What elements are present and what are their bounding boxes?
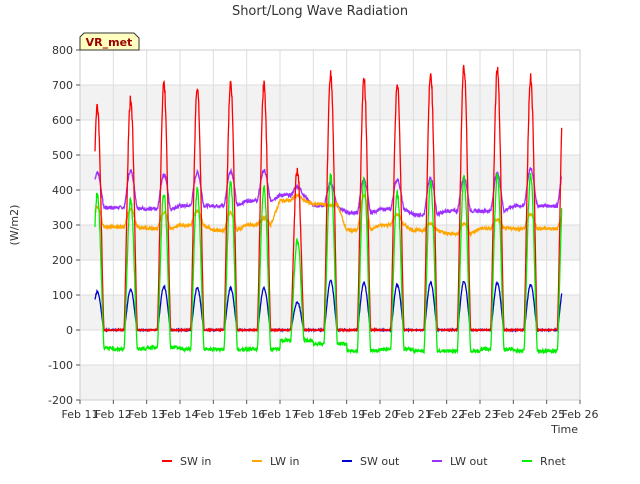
x-tick-label: Feb 19 [328, 408, 365, 421]
x-tick-label: Feb 14 [162, 408, 199, 421]
y-tick-label: 0 [66, 324, 73, 337]
series-line-lw-out [94, 167, 562, 219]
band [80, 225, 580, 260]
y-tick-label: 700 [52, 79, 73, 92]
x-axis-label: Time [550, 423, 578, 436]
y-tick-label: 600 [52, 114, 73, 127]
y-axis-label: (W/m2) [8, 205, 21, 246]
band [80, 295, 580, 330]
series-line-sw-in [94, 64, 563, 334]
y-tick-label: -100 [48, 359, 73, 372]
x-tick-label: Feb 24 [495, 408, 532, 421]
series-line-rnet [94, 173, 563, 355]
y-axis: -200 -100 0 100 200 300 400 500 600 700 800 [48, 44, 80, 407]
station-badge: VR_met [79, 32, 140, 51]
x-tick-label: Feb 17 [262, 408, 299, 421]
x-tick-label: Feb 18 [295, 408, 332, 421]
y-tick-label: 300 [52, 219, 73, 232]
y-tick-label: -200 [48, 394, 73, 407]
legend-label: SW in [180, 455, 211, 468]
band [80, 85, 580, 120]
x-tick-label: Feb 22 [428, 408, 465, 421]
x-tick-label: Feb 15 [195, 408, 232, 421]
chart-title: Short/Long Wave Radiation [232, 4, 408, 19]
x-tick-label: Feb 12 [95, 408, 132, 421]
x-tick-label: Feb 20 [362, 408, 399, 421]
x-tick-label: Feb 25 [528, 408, 565, 421]
legend-label: Rnet [540, 455, 566, 468]
x-tick-label: Feb 23 [462, 408, 499, 421]
station-badge-box [79, 32, 140, 51]
x-tick-label: Feb 21 [395, 408, 432, 421]
station-badge-text: VR_met [86, 36, 133, 49]
y-tick-label: 800 [52, 44, 73, 57]
series-layer [94, 64, 563, 355]
band [80, 365, 580, 400]
y-tick-label: 100 [52, 289, 73, 302]
legend: SW in LW in SW out LW out Rnet [162, 455, 566, 468]
legend-label: LW out [450, 455, 488, 468]
legend-label: LW in [270, 455, 300, 468]
legend-label: SW out [360, 455, 400, 468]
y-tick-label: 500 [52, 149, 73, 162]
x-tick-label: Feb 11 [62, 408, 99, 421]
y-tick-label: 200 [52, 254, 73, 267]
x-tick-label: Feb 26 [562, 408, 599, 421]
x-tick-label: Feb 16 [228, 408, 265, 421]
x-tick-label: Feb 13 [128, 408, 165, 421]
y-tick-label: 400 [52, 184, 73, 197]
